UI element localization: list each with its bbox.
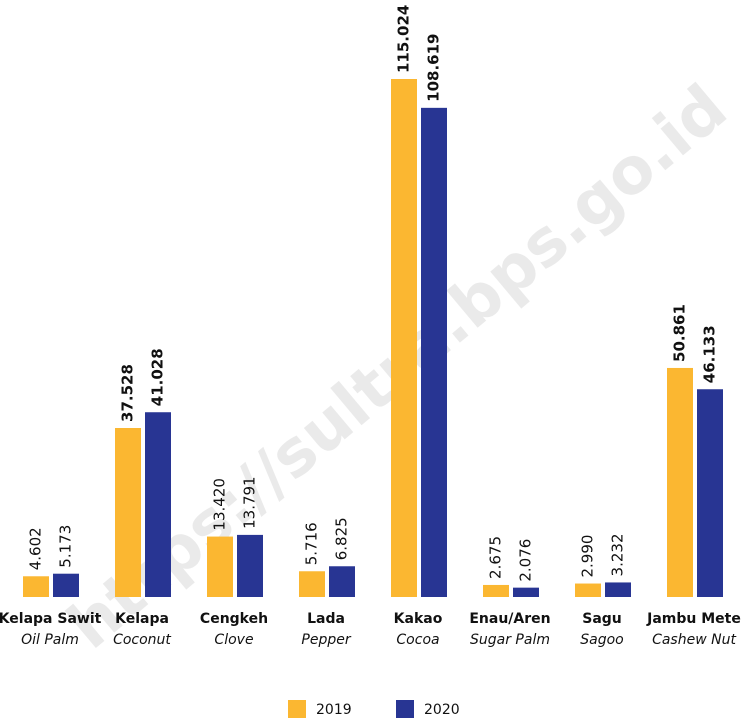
- category-translation: Pepper: [301, 632, 351, 648]
- bar: [115, 428, 141, 597]
- value-label: 13.420: [211, 478, 229, 531]
- legend-swatch: [396, 700, 414, 718]
- value-label: 41.028: [149, 348, 167, 406]
- bar: [667, 368, 693, 597]
- category-label: Kelapa: [115, 611, 169, 627]
- value-label: 2.675: [487, 536, 505, 579]
- chart: https://sultra.bps.go.id Kelapa SawitOil…: [0, 0, 752, 719]
- bar: [329, 566, 355, 597]
- value-label: 5.173: [57, 525, 75, 568]
- legend-swatch: [288, 700, 306, 718]
- bar: [391, 79, 417, 597]
- bar: [483, 585, 509, 597]
- value-label: 46.133: [701, 325, 719, 383]
- category-translation: Coconut: [113, 632, 171, 648]
- category-translation: Oil Palm: [21, 632, 79, 648]
- value-label: 50.861: [671, 304, 689, 362]
- category-translation: Cashew Nut: [652, 632, 736, 648]
- category-label: Kelapa Sawit: [0, 611, 102, 627]
- bar: [23, 576, 49, 597]
- category-translation: Cocoa: [396, 632, 439, 648]
- category-label: Sagu: [582, 611, 622, 627]
- value-label: 13.791: [241, 476, 259, 529]
- value-label: 2.990: [579, 535, 597, 578]
- category-label: Kakao: [394, 611, 443, 627]
- value-label: 4.602: [27, 527, 45, 570]
- bar: [299, 571, 325, 597]
- bar: [605, 582, 631, 597]
- category-translation: Clove: [214, 632, 253, 648]
- category-translation: Sugar Palm: [470, 632, 550, 648]
- value-label: 37.528: [119, 364, 137, 422]
- value-label: 2.076: [517, 539, 535, 582]
- bar: [697, 389, 723, 597]
- bar: [575, 584, 601, 597]
- bar: [53, 574, 79, 597]
- value-label: 115.024: [395, 5, 413, 73]
- value-label: 5.716: [303, 522, 321, 565]
- category-label: Lada: [307, 611, 345, 627]
- bar: [207, 537, 233, 597]
- value-label: 6.825: [333, 517, 351, 560]
- bar: [421, 108, 447, 597]
- bar: [513, 588, 539, 597]
- bar: [237, 535, 263, 597]
- category-label: Cengkeh: [200, 611, 268, 627]
- bar: [145, 412, 171, 597]
- value-label: 3.232: [609, 533, 627, 576]
- category-translation: Sagoo: [580, 632, 623, 648]
- legend-label: 2019: [316, 702, 352, 718]
- value-label: 108.619: [425, 34, 443, 102]
- category-label: Enau/Aren: [469, 611, 550, 627]
- legend-label: 2020: [424, 702, 460, 718]
- category-label: Jambu Mete: [646, 611, 741, 627]
